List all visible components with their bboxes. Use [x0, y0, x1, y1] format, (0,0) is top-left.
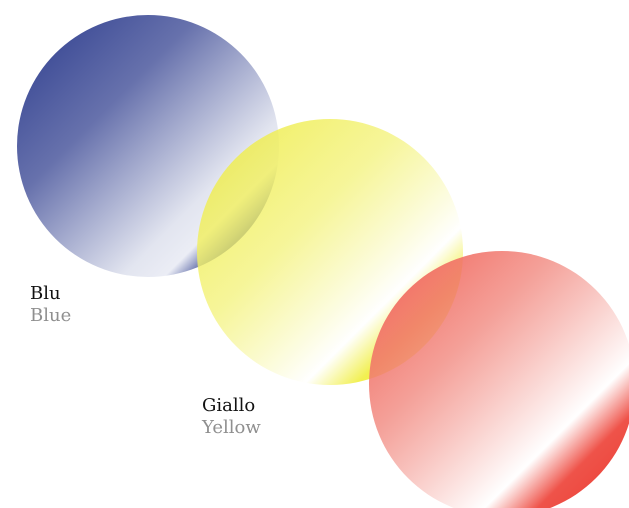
blue-label: Blu Blue — [30, 283, 71, 327]
red-circle — [369, 251, 629, 508]
yellow-label-italian: Giallo — [202, 395, 256, 416]
yellow-label-english: Yellow — [202, 417, 261, 438]
blue-label-english: Blue — [30, 305, 72, 326]
yellow-label: Giallo Yellow — [202, 395, 261, 439]
blue-label-italian: Blu — [30, 283, 61, 304]
